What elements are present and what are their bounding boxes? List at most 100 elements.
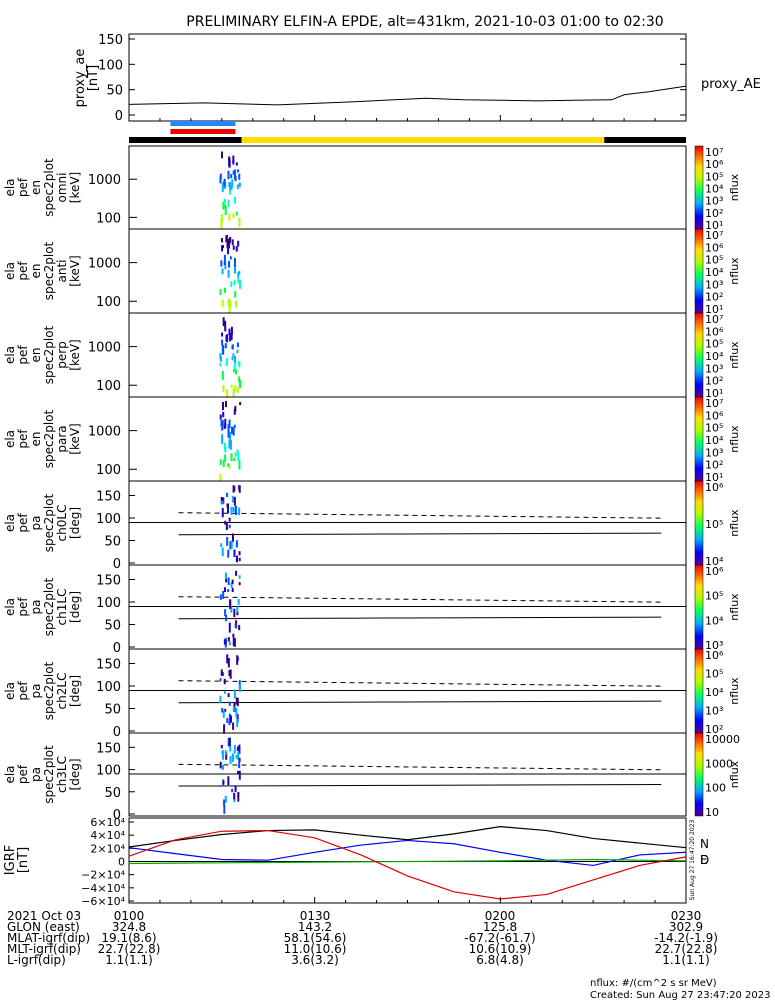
- colorbar-label: 10³: [705, 639, 723, 652]
- spectrogram-pixel: [223, 254, 226, 264]
- row-value: 0230: [671, 909, 702, 923]
- spectrogram-pixel: [226, 238, 229, 248]
- spectrogram-pixel: [226, 492, 229, 497]
- spectrogram-pixel: [223, 690, 226, 694]
- spectrogram-pixel: [228, 213, 231, 221]
- spectrogram-pixel: [238, 485, 241, 493]
- units-note: nflux: #/(cm^2 s sr MeV): [590, 978, 717, 989]
- spectrogram-pixel: [233, 257, 236, 268]
- eclipse-bar: [604, 137, 686, 143]
- spectrogram-pixel: [224, 520, 227, 525]
- spectrogram-pixel: [224, 326, 227, 332]
- spectrogram-pixel: [227, 693, 230, 698]
- spectrogram-pixel: [219, 695, 222, 704]
- y-tick-label: 150: [96, 490, 121, 505]
- anti-loss-cone-line: [178, 763, 662, 771]
- spectrogram-pixel: [225, 362, 228, 366]
- spectrogram-pixel: [232, 722, 235, 730]
- spectrogram-pixel: [224, 572, 227, 579]
- spectrogram-pixel: [229, 599, 232, 609]
- spectrogram-pixel: [228, 328, 231, 335]
- spectrogram-pixel: [234, 785, 237, 793]
- spectrogram-pixel: [221, 425, 224, 429]
- spectrogram-pixel: [220, 543, 223, 548]
- spectrogram-pixel: [229, 190, 232, 195]
- eclipse-bar: [129, 137, 242, 143]
- spectrogram-pixel: [230, 582, 233, 588]
- spectrogram-pixel: [233, 608, 236, 618]
- spectrogram-pixel: [233, 424, 236, 428]
- ylabel-line: spec2plot: [42, 409, 56, 468]
- panel-frame: [128, 145, 687, 230]
- spectrogram-pixel: [232, 388, 235, 398]
- spectrogram-pixel: [226, 389, 229, 399]
- fgm-zone-bar: [170, 129, 236, 134]
- panel-ylabel: elapefpaspec2plotch1LC[deg]: [3, 577, 82, 636]
- loss-cone-line: [178, 532, 662, 536]
- created-note: Created: Sun Aug 27 23:47:20 2023: [590, 990, 770, 1000]
- colorbar-label: 10²: [705, 459, 723, 472]
- spectrogram-pixel: [223, 178, 226, 187]
- spectrogram-pixel: [224, 454, 227, 462]
- spectrogram-pixel: [231, 579, 234, 585]
- colorbar-label: 10⁴: [705, 686, 724, 699]
- colorbar-label: 10⁴: [705, 266, 724, 279]
- spectrogram-pixel: [221, 419, 224, 427]
- colorbar-label: 10⁷: [705, 313, 723, 326]
- spectrogram-pixel: [234, 196, 237, 204]
- y-tick-label: 100: [98, 58, 123, 73]
- spectrogram-pixel: [219, 594, 222, 600]
- spectrogram-pixel: [228, 439, 231, 449]
- colorbar-label: 10³: [705, 195, 723, 208]
- spectrogram-pixel: [238, 217, 241, 227]
- spectrogram-pixel: [235, 162, 238, 166]
- row-value: 324.8: [112, 920, 146, 934]
- row-label: MLAT-igrf(dip): [7, 931, 90, 945]
- spectrogram-pixel: [222, 344, 225, 355]
- colorbar-label: 10⁴: [705, 614, 724, 627]
- spectrogram-pixel: [228, 517, 231, 522]
- panel-ylabel: elapefenspec2plotpara[keV]: [3, 409, 82, 468]
- spectrogram-pixel: [222, 672, 225, 676]
- ylabel-line: pef: [16, 681, 30, 701]
- spectrogram-pixel: [230, 332, 233, 341]
- ylabel-line: ela: [3, 346, 17, 364]
- colorbar-label: 10⁶: [705, 241, 724, 254]
- spectrogram-pixel: [233, 549, 236, 558]
- spectrogram-pixel: [225, 614, 228, 622]
- colorbar-label: 10⁶: [705, 649, 724, 662]
- row-label: GLON (east): [7, 920, 80, 934]
- spectrogram-pixel: [227, 299, 230, 307]
- spectrogram-pixel: [227, 637, 230, 642]
- spectrogram-pixel: [223, 799, 226, 807]
- spectrogram-pixel: [233, 689, 236, 699]
- spectrogram-pixel: [227, 776, 230, 786]
- ylabel-line: pef: [16, 345, 30, 365]
- colorbar: [694, 312, 704, 398]
- colorbar-label: 10²: [705, 375, 723, 388]
- row-value: 1.1(1.1): [105, 953, 153, 967]
- spectrogram-pixel: [234, 405, 237, 412]
- ylabel-line: en: [29, 432, 43, 447]
- spectrogram-pixel: [233, 408, 236, 415]
- spectrogram-pixel: [221, 268, 224, 275]
- spectrogram-pixel: [236, 184, 239, 190]
- colorbar-label: 10²: [705, 723, 723, 736]
- spectrogram-pixel: [227, 463, 230, 467]
- row-label: 2021 Oct 03: [7, 909, 81, 923]
- panel-ylabel: elapefpaspec2plotch2LC[deg]: [3, 661, 82, 720]
- spectrogram-pixel: [225, 235, 228, 243]
- colorbar-label: 10⁵: [705, 668, 723, 681]
- spectrogram-pixel: [229, 433, 232, 441]
- spectrogram-pixel: [232, 213, 235, 219]
- spectrogram-pixel: [224, 750, 227, 756]
- spectrogram-pixel: [234, 266, 237, 274]
- spectrogram-pixel: [229, 669, 232, 679]
- spectrogram-pixel: [228, 713, 231, 724]
- colorbar-label: 10²: [705, 207, 723, 220]
- ylabel-line: [deg]: [68, 507, 82, 539]
- row-value: 19.1(8.6): [101, 931, 156, 945]
- ylabel-line: spec2plot: [42, 158, 56, 217]
